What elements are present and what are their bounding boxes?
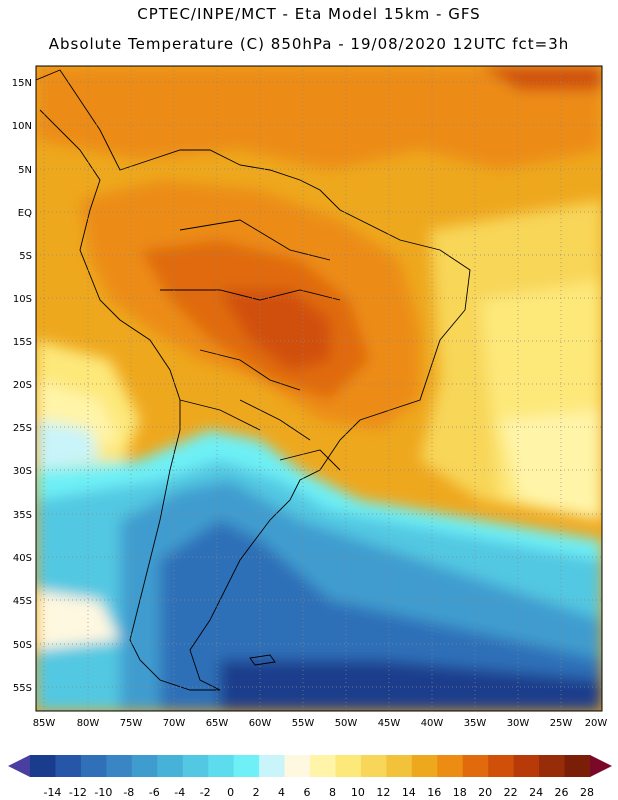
coastlines <box>36 69 471 691</box>
colorbar-swatch <box>335 755 362 777</box>
lat-label: 50S <box>13 640 32 651</box>
map-title: CPTEC/INPE/MCT - Eta Model 15km - GFS <box>137 5 481 23</box>
lon-label: 55W <box>292 718 315 729</box>
colorbar-tick-label: 18 <box>453 786 467 799</box>
colorbar-tick-label: -12 <box>69 786 87 799</box>
lat-label: EQ <box>18 208 32 219</box>
lon-label: 70W <box>163 718 186 729</box>
colorbar-tick-label: 20 <box>478 786 492 799</box>
colorbar-swatch <box>55 755 82 777</box>
lat-label: 20S <box>13 380 32 391</box>
colorbar: -14 -12 -10 -8 -6 -4 -2 0 2 4 6 8 10 12 14 16 18 20 22 24 26… <box>8 755 612 799</box>
lat-label: 15S <box>13 337 32 348</box>
colorbar-tick-label: 0 <box>227 786 234 799</box>
lon-label: 25W <box>550 718 573 729</box>
colorbar-swatch <box>310 755 336 777</box>
lat-label: 10S <box>13 294 32 305</box>
longitude-labels: 85W 80W 75W 70W 65W 60W 55W 50W 45W 40W … <box>33 718 608 729</box>
colorbar-swatch <box>488 755 515 777</box>
lat-label: 40S <box>13 553 32 564</box>
colorbar-tick-label: -14 <box>43 786 61 799</box>
lat-label: 10N <box>12 121 32 132</box>
map-subtitle: Absolute Temperature (C) 850hPa - 19/08/… <box>48 35 570 53</box>
colorbar-swatch <box>233 755 260 777</box>
colorbar-swatch <box>386 755 413 777</box>
lon-label: 85W <box>33 718 56 729</box>
colorbar-swatch <box>284 755 311 777</box>
colorbar-tick-label: 28 <box>580 786 594 799</box>
lat-label: 15N <box>12 78 32 89</box>
lon-label: 80W <box>77 718 100 729</box>
lon-label: 20W <box>585 718 608 729</box>
colorbar-tick-label: -6 <box>149 786 160 799</box>
colorbar-tick-label: 4 <box>278 786 285 799</box>
colorbar-tick-label: 26 <box>555 786 569 799</box>
colorbar-swatch <box>131 755 158 777</box>
temperature-field <box>36 66 602 711</box>
colorbar-swatch <box>259 755 286 777</box>
lat-label: 30S <box>13 466 32 477</box>
colorbar-tick-label: -2 <box>200 786 211 799</box>
colorbar-tick-label: -8 <box>123 786 134 799</box>
lat-label: 45S <box>13 596 32 607</box>
lat-label: 55S <box>13 683 32 694</box>
colorbar-swatch <box>157 755 184 777</box>
colorbar-swatch <box>564 755 591 777</box>
colorbar-tick-label: 2 <box>253 786 260 799</box>
colorbar-swatch <box>539 755 566 777</box>
colorbar-tick-label: 24 <box>529 786 543 799</box>
lon-label: 75W <box>120 718 143 729</box>
lon-label: 45W <box>378 718 401 729</box>
colorbar-swatch <box>411 755 438 777</box>
lat-label: 5N <box>18 165 32 176</box>
lat-label: 5S <box>19 251 32 262</box>
colorbar-tick-label: 22 <box>504 786 518 799</box>
colorbar-tick-label: 10 <box>351 786 365 799</box>
colorbar-swatch <box>360 755 387 777</box>
lon-label: 60W <box>249 718 272 729</box>
colorbar-swatch <box>437 755 464 777</box>
colorbar-right-arrow <box>590 755 612 777</box>
colorbar-tick-label: 12 <box>376 786 390 799</box>
colorbar-tick-label: -4 <box>174 786 185 799</box>
colorbar-swatch <box>513 755 540 777</box>
colorbar-left-arrow <box>8 755 30 777</box>
colorbar-tick-label: 6 <box>304 786 311 799</box>
lat-label: 35S <box>13 510 32 521</box>
lon-label: 65W <box>206 718 229 729</box>
colorbar-tick-label: -10 <box>94 786 112 799</box>
colorbar-tick-label: 16 <box>427 786 441 799</box>
colorbar-swatch <box>106 755 133 777</box>
latitude-labels: 15N 10N 5N EQ 5S 10S 15S 20S 25S 30S 35S… <box>12 78 32 694</box>
lon-label: 50W <box>335 718 358 729</box>
colorbar-swatch <box>462 755 489 777</box>
map-frame <box>35 65 603 712</box>
colorbar-swatch <box>182 755 209 777</box>
colorbar-swatch <box>208 755 235 777</box>
lon-label: 40W <box>421 718 444 729</box>
lon-label: 35W <box>464 718 487 729</box>
lat-label: 25S <box>13 423 32 434</box>
colorbar-tick-label: 14 <box>402 786 416 799</box>
lon-label: 30W <box>507 718 530 729</box>
colorbar-swatch <box>80 755 107 777</box>
colorbar-swatch <box>30 755 56 777</box>
colorbar-tick-label: 8 <box>329 786 336 799</box>
